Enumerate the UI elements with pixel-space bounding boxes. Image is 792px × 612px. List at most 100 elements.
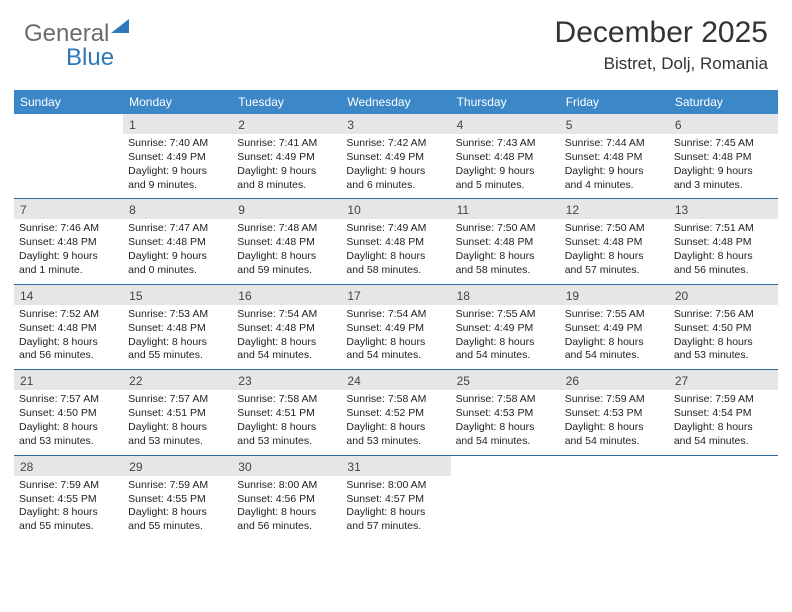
date-number: 20 [674, 287, 773, 304]
info-cell: Sunrise: 7:59 AMSunset: 4:54 PMDaylight:… [669, 390, 778, 452]
info-cell: Sunrise: 7:44 AMSunset: 4:48 PMDaylight:… [560, 134, 669, 196]
date-cell: 7 [14, 199, 123, 219]
info-cell: Sunrise: 7:55 AMSunset: 4:49 PMDaylight:… [451, 305, 560, 367]
info-cell: Sunrise: 7:45 AMSunset: 4:48 PMDaylight:… [669, 134, 778, 196]
date-row: 123456 [14, 114, 778, 134]
day-info: Sunrise: 7:58 AMSunset: 4:52 PMDaylight:… [346, 393, 445, 448]
day-info: Sunrise: 7:58 AMSunset: 4:51 PMDaylight:… [237, 393, 336, 448]
info-cell: Sunrise: 7:49 AMSunset: 4:48 PMDaylight:… [341, 219, 450, 281]
info-cell [14, 134, 123, 196]
day-info: Sunrise: 7:51 AMSunset: 4:48 PMDaylight:… [674, 222, 773, 277]
date-cell: 26 [560, 370, 669, 390]
date-number: 13 [674, 201, 773, 218]
date-cell: 5 [560, 114, 669, 134]
day-info: Sunrise: 7:54 AMSunset: 4:48 PMDaylight:… [237, 308, 336, 363]
day-info: Sunrise: 7:40 AMSunset: 4:49 PMDaylight:… [128, 137, 227, 192]
date-number: 11 [456, 201, 555, 218]
info-cell: Sunrise: 7:55 AMSunset: 4:49 PMDaylight:… [560, 305, 669, 367]
date-row: 28 29 30 31 [14, 456, 778, 476]
day-info: Sunrise: 7:53 AMSunset: 4:48 PMDaylight:… [128, 308, 227, 363]
date-number: 30 [237, 458, 336, 475]
date-cell: 1 [123, 114, 232, 134]
info-cell: Sunrise: 7:54 AMSunset: 4:48 PMDaylight:… [232, 305, 341, 367]
info-cell [560, 476, 669, 538]
date-cell: 27 [669, 370, 778, 390]
info-row: Sunrise: 7:52 AMSunset: 4:48 PMDaylight:… [14, 305, 778, 367]
date-number: 7 [19, 201, 118, 218]
info-cell: Sunrise: 7:46 AMSunset: 4:48 PMDaylight:… [14, 219, 123, 281]
date-number: 25 [456, 372, 555, 389]
location-subtitle: Bistret, Dolj, Romania [24, 54, 768, 74]
date-cell: 19 [560, 285, 669, 305]
date-row: 21222324252627 [14, 370, 778, 390]
date-number: 10 [346, 201, 445, 218]
info-cell: Sunrise: 7:41 AMSunset: 4:49 PMDaylight:… [232, 134, 341, 196]
info-row: Sunrise: 7:59 AMSunset: 4:55 PMDaylight:… [14, 476, 778, 538]
date-cell: 13 [669, 199, 778, 219]
info-cell: Sunrise: 7:48 AMSunset: 4:48 PMDaylight:… [232, 219, 341, 281]
day-info: Sunrise: 7:59 AMSunset: 4:55 PMDaylight:… [128, 479, 227, 534]
weekday-label: Sunday [14, 90, 123, 114]
info-cell [451, 476, 560, 538]
weekday-label: Tuesday [232, 90, 341, 114]
date-number: 28 [19, 458, 118, 475]
weekday-label: Saturday [669, 90, 778, 114]
day-info: Sunrise: 8:00 AMSunset: 4:57 PMDaylight:… [346, 479, 445, 534]
day-info: Sunrise: 7:41 AMSunset: 4:49 PMDaylight:… [237, 137, 336, 192]
date-cell: 6 [669, 114, 778, 134]
info-cell: Sunrise: 7:54 AMSunset: 4:49 PMDaylight:… [341, 305, 450, 367]
date-cell: 9 [232, 199, 341, 219]
day-info: Sunrise: 7:50 AMSunset: 4:48 PMDaylight:… [565, 222, 664, 277]
day-info: Sunrise: 7:45 AMSunset: 4:48 PMDaylight:… [674, 137, 773, 192]
date-cell: 12 [560, 199, 669, 219]
date-cell: 21 [14, 370, 123, 390]
info-cell: Sunrise: 7:47 AMSunset: 4:48 PMDaylight:… [123, 219, 232, 281]
day-info: Sunrise: 7:58 AMSunset: 4:53 PMDaylight:… [456, 393, 555, 448]
info-cell: Sunrise: 7:57 AMSunset: 4:50 PMDaylight:… [14, 390, 123, 452]
date-cell: 24 [341, 370, 450, 390]
info-cell: Sunrise: 7:58 AMSunset: 4:51 PMDaylight:… [232, 390, 341, 452]
info-cell: Sunrise: 7:53 AMSunset: 4:48 PMDaylight:… [123, 305, 232, 367]
date-cell: 28 [14, 456, 123, 476]
date-row: 789 10 11 12 13 [14, 199, 778, 219]
date-number: 9 [237, 201, 336, 218]
date-number: 16 [237, 287, 336, 304]
day-info: Sunrise: 7:54 AMSunset: 4:49 PMDaylight:… [346, 308, 445, 363]
date-number: 22 [128, 372, 227, 389]
day-info: Sunrise: 7:49 AMSunset: 4:48 PMDaylight:… [346, 222, 445, 277]
weekday-header: SundayMondayTuesdayWednesdayThursdayFrid… [14, 90, 778, 114]
month-title: December 2025 [24, 16, 768, 50]
date-number: 2 [237, 116, 336, 133]
info-cell [669, 476, 778, 538]
date-cell: 29 [123, 456, 232, 476]
logo-word-blue: Blue [66, 44, 114, 72]
header: General Blue December 2025 Bistret, Dolj… [0, 0, 792, 84]
date-cell: 14 [14, 285, 123, 305]
weekday-label: Thursday [451, 90, 560, 114]
info-row: Sunrise: 7:46 AMSunset: 4:48 PMDaylight:… [14, 219, 778, 281]
date-number: 15 [128, 287, 227, 304]
date-cell: 25 [451, 370, 560, 390]
day-info: Sunrise: 7:47 AMSunset: 4:48 PMDaylight:… [128, 222, 227, 277]
date-cell: 18 [451, 285, 560, 305]
date-number: 5 [565, 116, 664, 133]
date-cell: 4 [451, 114, 560, 134]
date-cell: 11 [451, 199, 560, 219]
info-cell: Sunrise: 7:43 AMSunset: 4:48 PMDaylight:… [451, 134, 560, 196]
logo: General Blue [24, 20, 129, 48]
weekday-label: Wednesday [341, 90, 450, 114]
date-number: 21 [19, 372, 118, 389]
info-cell: Sunrise: 8:00 AMSunset: 4:57 PMDaylight:… [341, 476, 450, 538]
date-cell: 20 [669, 285, 778, 305]
day-info: Sunrise: 7:57 AMSunset: 4:51 PMDaylight:… [128, 393, 227, 448]
date-number: 1 [128, 116, 227, 133]
date-cell [14, 114, 123, 134]
date-number: 31 [346, 458, 445, 475]
day-info: Sunrise: 7:59 AMSunset: 4:53 PMDaylight:… [565, 393, 664, 448]
weekday-label: Monday [123, 90, 232, 114]
date-number: 8 [128, 201, 227, 218]
day-info: Sunrise: 7:55 AMSunset: 4:49 PMDaylight:… [565, 308, 664, 363]
info-cell: Sunrise: 7:57 AMSunset: 4:51 PMDaylight:… [123, 390, 232, 452]
info-row: Sunrise: 7:40 AMSunset: 4:49 PMDaylight:… [14, 134, 778, 196]
date-number: 4 [456, 116, 555, 133]
